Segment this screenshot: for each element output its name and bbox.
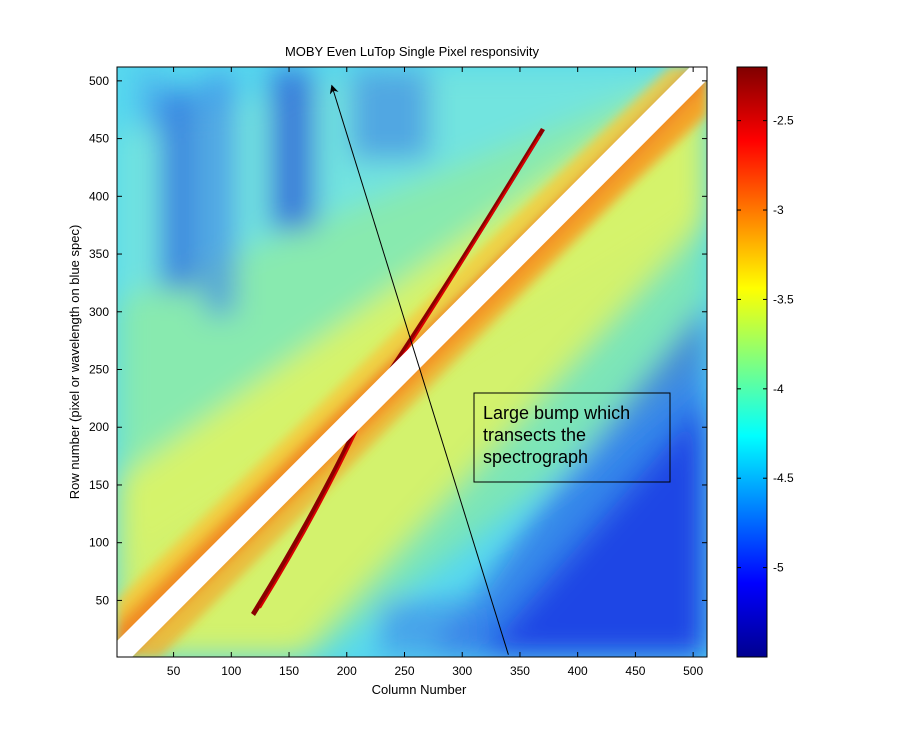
x-tick-label: 500 — [683, 664, 703, 678]
colorbar-tick-label: -4.5 — [773, 471, 794, 485]
colorbar-tick-label: -3.5 — [773, 292, 794, 306]
x-tick-label: 200 — [337, 664, 357, 678]
x-tick-label: 250 — [394, 664, 414, 678]
y-tick-label: 300 — [89, 305, 109, 319]
x-tick-label: 100 — [221, 664, 241, 678]
x-axis-ticks: 50 100 150 200 250 300 350 400 450 500 — [167, 67, 703, 678]
x-tick-label: 50 — [167, 664, 181, 678]
y-tick-label: 50 — [96, 593, 110, 607]
y-tick-label: 150 — [89, 478, 109, 492]
y-tick-label: 450 — [89, 132, 109, 146]
y-tick-label: 250 — [89, 363, 109, 377]
x-tick-label: 350 — [510, 664, 530, 678]
colorbar-ticks: -2.5 -3 -3.5 -4 -4.5 -5 — [737, 114, 794, 575]
colorbar-tick-label: -3 — [773, 203, 784, 217]
colorbar-tick-label: -2.5 — [773, 114, 794, 128]
x-tick-label: 450 — [625, 664, 645, 678]
x-tick-label: 300 — [452, 664, 472, 678]
annotation-text-line: transects the — [483, 425, 586, 445]
chart-title: MOBY Even LuTop Single Pixel responsivit… — [285, 44, 540, 59]
colorbar — [736, 66, 768, 658]
y-tick-label: 400 — [89, 189, 109, 203]
y-tick-label: 100 — [89, 536, 109, 550]
annotation-arrow — [329, 84, 509, 655]
y-tick-label: 500 — [89, 74, 109, 88]
y-tick-label: 350 — [89, 247, 109, 261]
x-tick-label: 150 — [279, 664, 299, 678]
x-axis-label: Column Number — [372, 682, 467, 697]
annotation-text-line: Large bump which — [483, 403, 630, 423]
y-tick-label: 200 — [89, 420, 109, 434]
annotation-text-line: spectrograph — [483, 447, 588, 467]
annotation-box — [473, 392, 671, 483]
y-axis-ticks: 50 100 150 200 250 300 350 400 450 500 — [89, 74, 707, 607]
x-tick-label: 400 — [568, 664, 588, 678]
heatmap-image — [117, 67, 707, 657]
y-axis-label: Row number (pixel or wavelength on blue … — [67, 225, 82, 500]
plot-area-frame — [116, 66, 708, 658]
colorbar-tick-label: -4 — [773, 382, 784, 396]
annotation-text: Large bump which transects the spectrograp… — [483, 403, 630, 467]
colorbar-tick-label: -5 — [773, 561, 784, 575]
